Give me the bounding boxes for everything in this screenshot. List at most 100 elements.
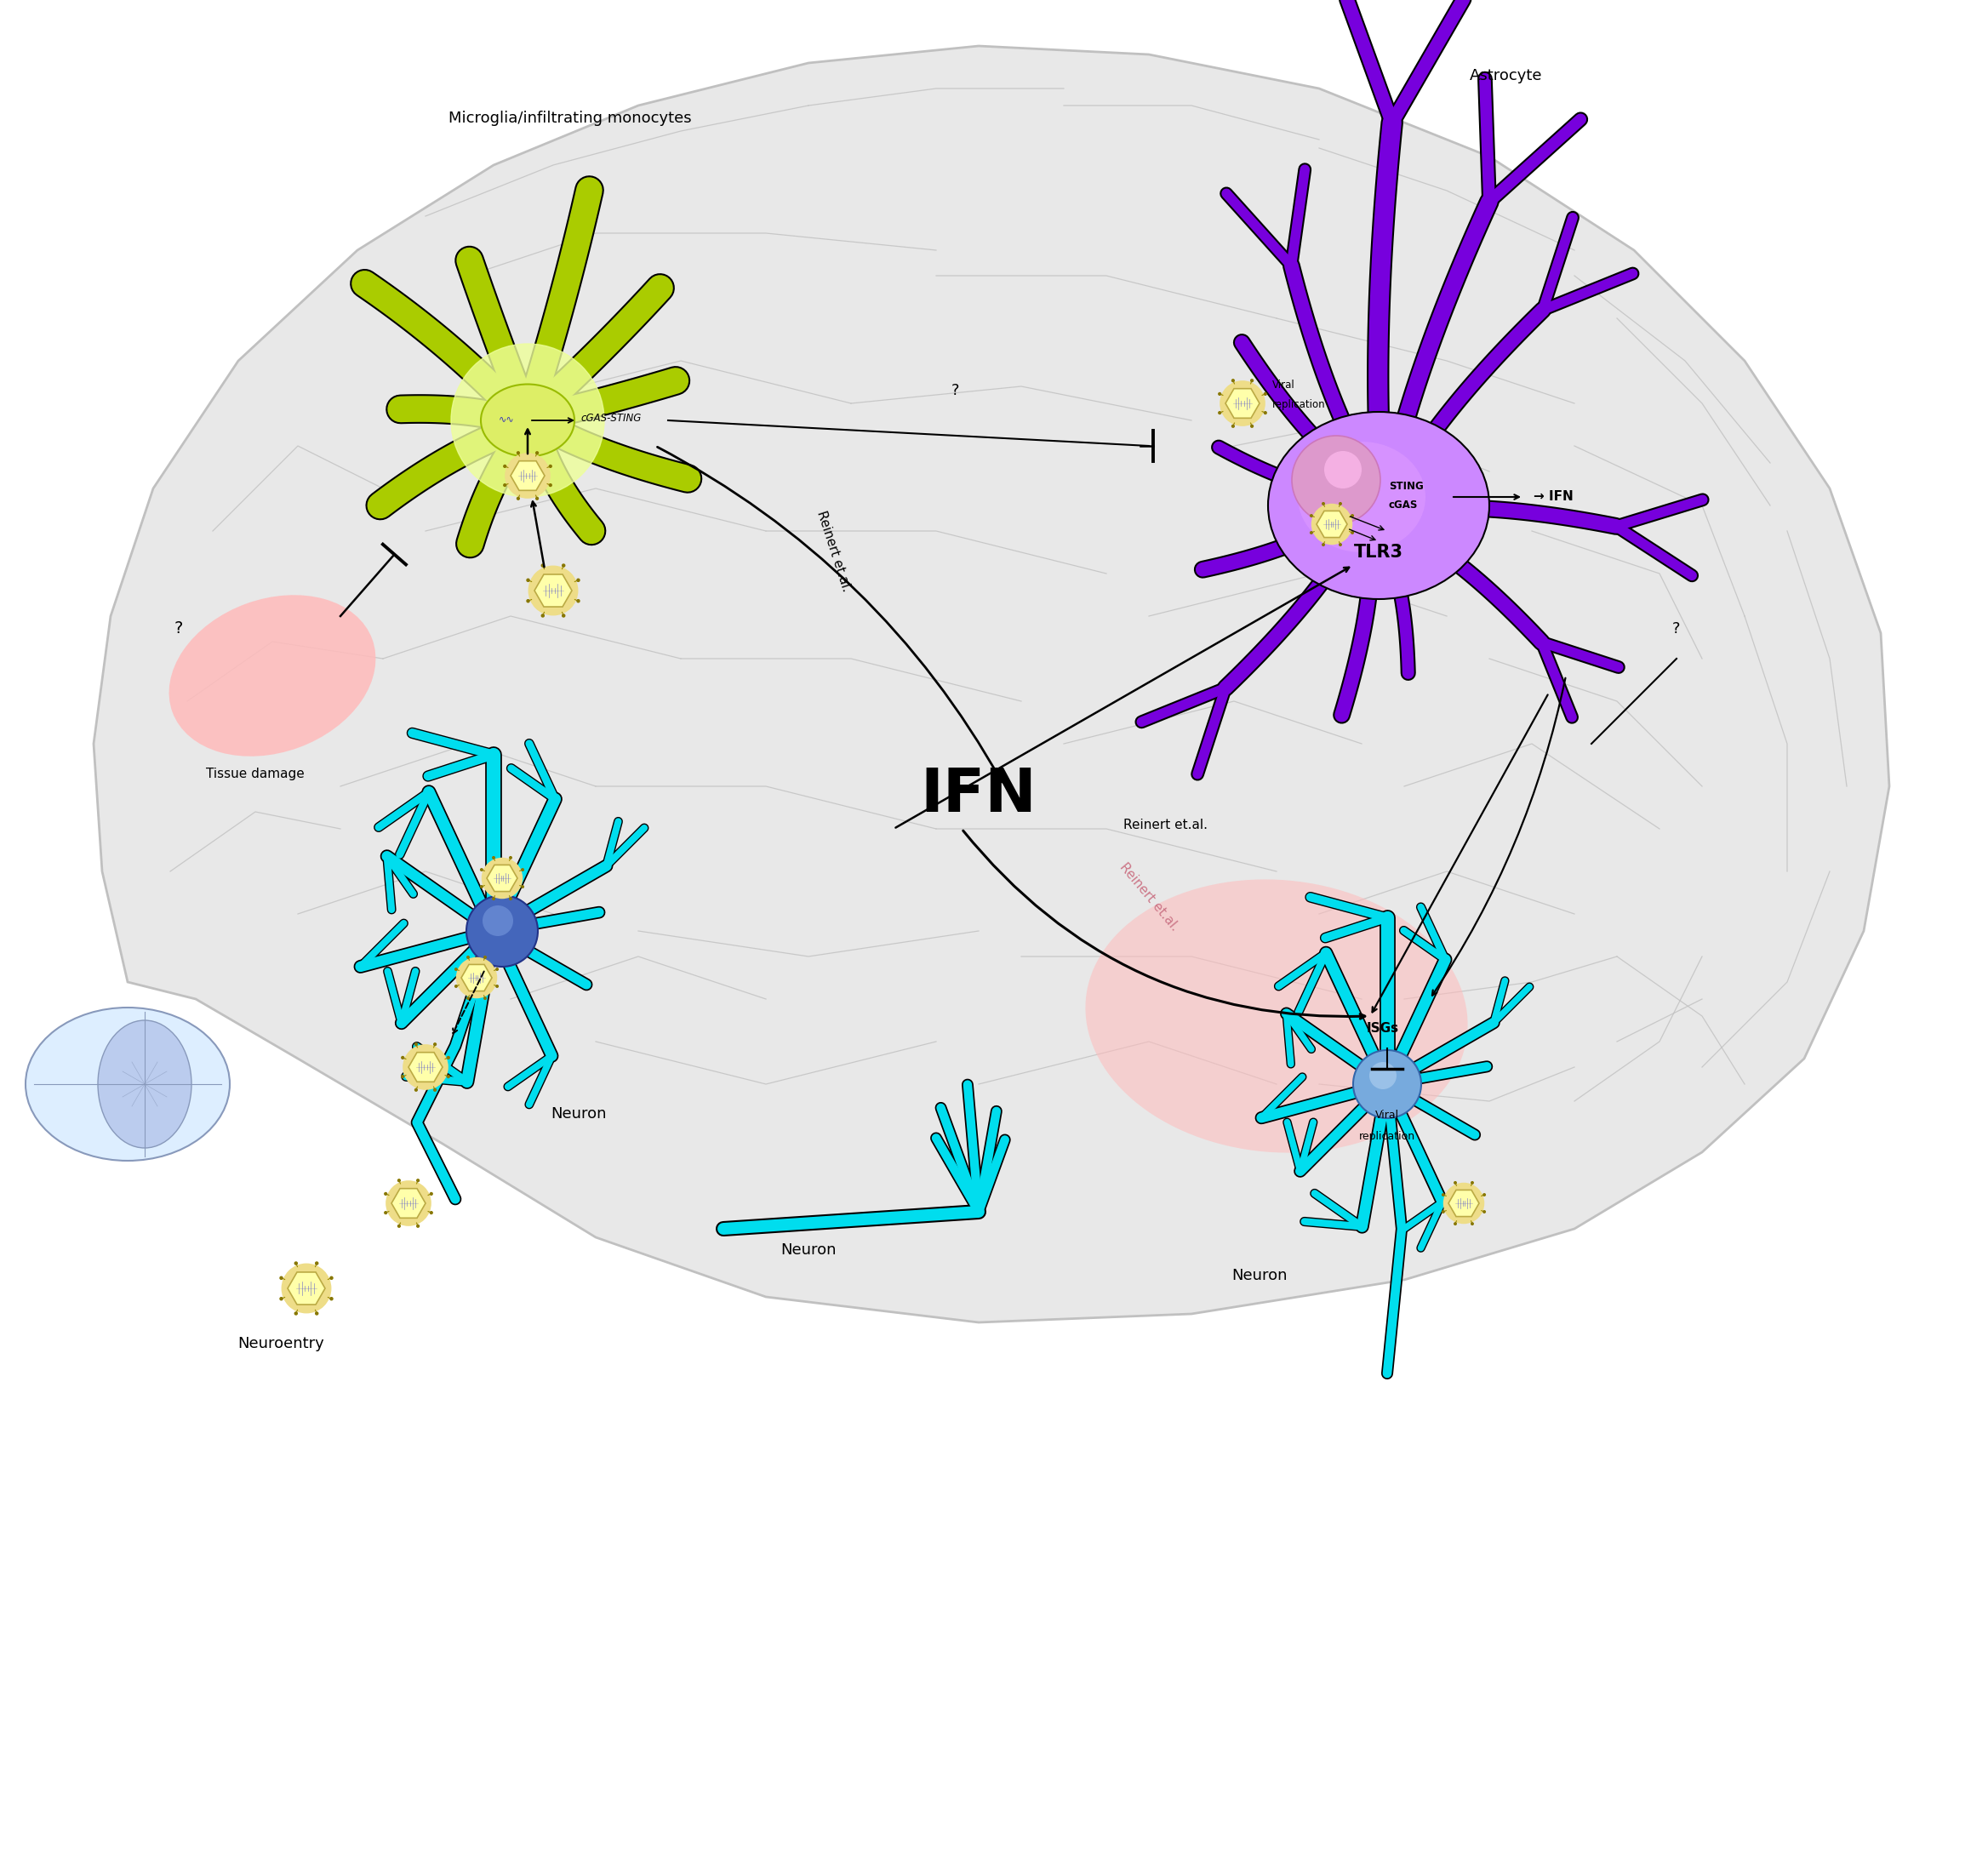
Text: cGAS-STING: cGAS-STING	[580, 413, 642, 424]
Text: ?: ?	[175, 620, 183, 636]
Circle shape	[1310, 531, 1312, 535]
Text: Viral: Viral	[1376, 1110, 1400, 1121]
Circle shape	[517, 498, 519, 500]
Circle shape	[1221, 381, 1264, 426]
Circle shape	[402, 1075, 404, 1079]
Circle shape	[1441, 1193, 1445, 1195]
Circle shape	[1219, 411, 1221, 414]
Circle shape	[1322, 503, 1324, 505]
Circle shape	[417, 1225, 419, 1227]
Circle shape	[503, 485, 507, 487]
Circle shape	[1264, 411, 1266, 414]
Ellipse shape	[1268, 413, 1489, 599]
Circle shape	[294, 1262, 298, 1265]
Circle shape	[1453, 1223, 1457, 1225]
Circle shape	[517, 451, 519, 453]
Text: Neuroentry: Neuroentry	[237, 1336, 324, 1350]
Circle shape	[447, 1056, 449, 1058]
Text: Viral: Viral	[1272, 379, 1294, 390]
Circle shape	[549, 464, 551, 468]
Circle shape	[1340, 544, 1342, 546]
Text: replication: replication	[1360, 1130, 1415, 1141]
Circle shape	[549, 485, 551, 487]
Circle shape	[386, 1180, 431, 1225]
Circle shape	[541, 614, 545, 616]
Circle shape	[497, 968, 499, 971]
Circle shape	[282, 1264, 330, 1314]
Circle shape	[483, 858, 523, 897]
Circle shape	[483, 956, 487, 958]
Circle shape	[1310, 514, 1312, 516]
Circle shape	[483, 997, 487, 999]
Circle shape	[467, 956, 469, 958]
Circle shape	[384, 1193, 388, 1195]
Circle shape	[527, 599, 529, 603]
Text: Neuron: Neuron	[781, 1243, 837, 1258]
Circle shape	[1340, 503, 1342, 505]
Circle shape	[503, 464, 507, 468]
Circle shape	[294, 1312, 298, 1315]
Circle shape	[455, 986, 457, 988]
Circle shape	[529, 566, 577, 614]
Polygon shape	[1316, 511, 1348, 538]
Circle shape	[577, 579, 580, 581]
Circle shape	[447, 1075, 449, 1079]
Circle shape	[280, 1276, 282, 1280]
Ellipse shape	[169, 596, 376, 757]
Polygon shape	[461, 964, 491, 992]
Circle shape	[1233, 426, 1235, 427]
Circle shape	[493, 897, 495, 899]
Circle shape	[481, 886, 483, 888]
Text: cGAS: cGAS	[1390, 500, 1417, 511]
Circle shape	[457, 958, 497, 997]
Circle shape	[1354, 1051, 1421, 1117]
Ellipse shape	[1298, 442, 1425, 553]
Polygon shape	[288, 1273, 326, 1304]
Text: Reinert et.al.: Reinert et.al.	[1123, 820, 1207, 831]
Circle shape	[563, 614, 565, 616]
Ellipse shape	[97, 1021, 191, 1149]
Circle shape	[384, 1212, 388, 1214]
Circle shape	[1370, 1062, 1396, 1090]
Circle shape	[451, 344, 604, 498]
Polygon shape	[535, 574, 573, 607]
Circle shape	[1233, 379, 1235, 381]
Text: Tissue damage: Tissue damage	[207, 768, 304, 781]
Ellipse shape	[1085, 879, 1467, 1153]
Text: Reinert et.al.: Reinert et.al.	[815, 509, 853, 594]
Circle shape	[563, 564, 565, 566]
Text: Neuron: Neuron	[1233, 1267, 1288, 1284]
Polygon shape	[1449, 1190, 1479, 1217]
Circle shape	[1250, 379, 1252, 381]
Circle shape	[521, 886, 523, 888]
Circle shape	[433, 1088, 435, 1092]
Text: TLR3: TLR3	[1354, 544, 1404, 561]
Circle shape	[1250, 426, 1252, 427]
Polygon shape	[487, 866, 517, 892]
Text: ?: ?	[950, 383, 960, 398]
Circle shape	[402, 1056, 404, 1058]
Circle shape	[398, 1225, 400, 1227]
Text: → IFN: → IFN	[1533, 490, 1573, 503]
Text: IFN: IFN	[920, 766, 1038, 825]
Text: Neuron: Neuron	[551, 1106, 606, 1121]
Circle shape	[1292, 437, 1380, 524]
Text: replication: replication	[1272, 400, 1326, 411]
Circle shape	[1322, 544, 1324, 546]
Circle shape	[1219, 392, 1221, 396]
Circle shape	[415, 1043, 417, 1045]
Ellipse shape	[26, 1008, 231, 1160]
Polygon shape	[93, 46, 1889, 1323]
Circle shape	[330, 1297, 332, 1301]
Circle shape	[481, 870, 483, 871]
Text: STING: STING	[1390, 481, 1423, 492]
Ellipse shape	[481, 385, 575, 457]
Circle shape	[527, 579, 529, 581]
Circle shape	[398, 1178, 400, 1182]
Circle shape	[316, 1262, 318, 1265]
Polygon shape	[408, 1053, 443, 1082]
Circle shape	[1483, 1210, 1485, 1214]
Circle shape	[505, 453, 551, 498]
Polygon shape	[511, 461, 545, 490]
Circle shape	[1441, 1210, 1445, 1214]
